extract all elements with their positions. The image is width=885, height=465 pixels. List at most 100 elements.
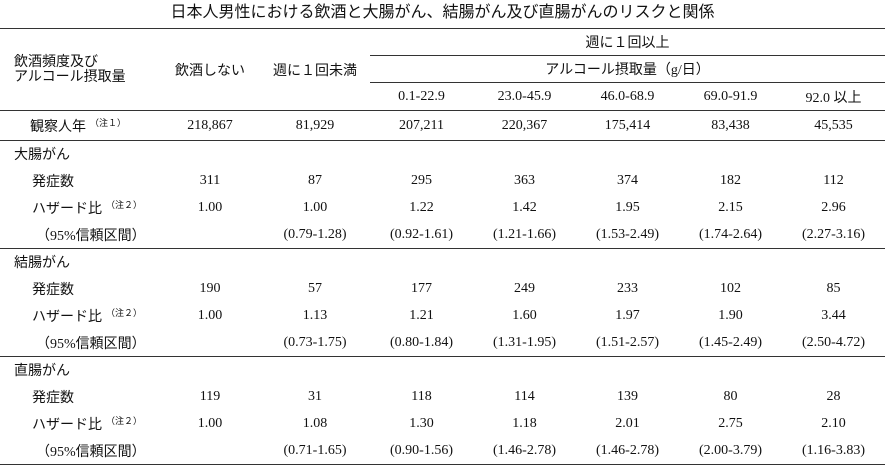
value-cell: 233 [617, 281, 638, 296]
value-cell: 182 [720, 173, 741, 188]
table-row: 観察人年 （注１） 218,867 81,929 207,211 220,367 175,4… [0, 110, 885, 141]
value-cell: (2.50-4.72) [802, 334, 865, 350]
value-cell: 1.00 [302, 200, 328, 215]
label-text: ハザード比 [32, 418, 102, 433]
label-text: 発症数 [32, 283, 74, 298]
value-cell: 190 [199, 281, 221, 296]
row-label: （95%信頼区間） [0, 222, 160, 249]
value-cell: (0.79-1.28) [283, 226, 347, 242]
value-cell: 139 [617, 389, 638, 404]
value-cell: (0.80-1.84) [390, 334, 453, 350]
value-cell: 1.00 [197, 416, 223, 431]
table-row: 0.1-22.9 23.0-45.9 46.0-68.9 69.0-91.9 92.0 … [0, 82, 885, 111]
value-cell: 1.97 [615, 308, 640, 323]
value-cell: 80 [723, 389, 738, 404]
value-cell: 1.18 [512, 416, 537, 431]
note: （注１） [90, 117, 127, 128]
table-row: 発症数 119 31 118 114 139 80 28 [0, 384, 885, 411]
label-text: 発症数 [32, 391, 74, 406]
value-cell: 119 [199, 389, 221, 404]
title: 日本人男性における飲酒と大腸がん、結腸がん及び直腸がんのリスクと関係 [170, 4, 715, 21]
value-cell: (0.71-1.65) [283, 442, 347, 458]
value-cell: (1.21-1.66) [493, 226, 556, 242]
value-cell: 114 [514, 389, 535, 404]
value-cell: (0.92-1.61) [390, 226, 453, 242]
value-cell: 295 [411, 173, 432, 188]
range-header: 46.0-68.9 [576, 82, 679, 111]
value-cell: (1.51-2.57) [596, 334, 659, 350]
section-name: 結腸がん [0, 248, 885, 276]
value-cell: 1.22 [409, 200, 434, 215]
section-name: 直腸がん [0, 356, 885, 384]
value-cell: 2.10 [821, 416, 846, 431]
row-label-header: 飲酒頻度及び アルコール摂取量 [0, 28, 160, 111]
row-label: ハザード比 （注２） [0, 411, 160, 438]
value-cell: 1.60 [512, 308, 537, 323]
value-cell: 45,535 [782, 110, 885, 141]
value-cell: 175,414 [576, 110, 679, 141]
value-cell: (1.74-2.64) [699, 226, 762, 242]
value-cell: 207,211 [370, 110, 473, 141]
value-cell: 28 [826, 389, 841, 404]
value-cell: 83,438 [679, 110, 782, 141]
table-row: アルコール摂取量（g/日） [0, 55, 885, 83]
label-text: （95%信頼区間） [36, 444, 146, 460]
value-cell: 220,367 [473, 110, 576, 141]
label-text: ハザード比 [32, 310, 102, 325]
row-label: ハザード比 （注２） [0, 303, 160, 330]
label-text: ハザード比 [32, 202, 102, 217]
note: （注２） [106, 200, 143, 210]
row-label: ハザード比 （注２） [0, 195, 160, 222]
value-cell: 31 [308, 389, 322, 404]
value-cell: (0.90-1.56) [390, 442, 453, 458]
table-row: 大腸がん [0, 141, 885, 168]
value-cell: (1.45-2.49) [699, 334, 762, 350]
section-name: 大腸がん [14, 148, 70, 164]
value-cell: (1.53-2.49) [596, 226, 659, 242]
row-label: 観察人年 （注１） [0, 110, 160, 141]
header-text: アルコール摂取量 [14, 69, 126, 85]
empty-cell [160, 222, 260, 249]
value-cell: (1.31-1.95) [493, 334, 556, 350]
column-header: 飲酒しない [160, 28, 260, 111]
range-header: 23.0-45.9 [473, 82, 576, 111]
range-header: 92.0 以上 [782, 82, 885, 111]
note: （注２） [106, 308, 143, 318]
value-cell: 118 [411, 389, 432, 404]
row-label: （95%信頼区間） [0, 330, 160, 357]
empty-cell [160, 330, 260, 357]
value-cell: 2.01 [615, 416, 640, 431]
table-row: （95%信頼区間） (0.73-1.75) (0.80-1.84) (1.31-1.9… [0, 330, 885, 357]
value-cell: 57 [308, 281, 322, 296]
header-text: 飲酒頻度及び [14, 54, 98, 70]
value-cell: 85 [826, 281, 841, 296]
value-cell: 112 [823, 173, 844, 188]
table-row: 結腸がん [0, 248, 885, 276]
value-cell: 1.00 [197, 308, 223, 323]
subgroup-header: アルコール摂取量（g/日） [370, 55, 885, 83]
value-cell: 2.75 [718, 416, 743, 431]
empty-cell [160, 438, 260, 465]
value-cell: 218,867 [160, 110, 260, 141]
value-cell: 81,929 [260, 110, 370, 141]
column-header: 週に１回未満 [260, 28, 370, 111]
value-cell: (0.73-1.75) [283, 334, 347, 350]
risk-table: 飲酒頻度及び アルコール摂取量 飲酒しない 週に１回未満 週に１回以上 アルコール摂取量（… [0, 28, 885, 465]
table-row: （95%信頼区間） (0.79-1.28) (0.92-1.61) (1.21-1.6… [0, 222, 885, 249]
value-cell: 1.30 [409, 416, 434, 431]
value-cell: 2.15 [718, 200, 743, 215]
value-cell: 1.90 [718, 308, 743, 323]
table-row: ハザード比 （注２） 1.00 1.00 1.22 1.42 1.95 2.15 2.96 [0, 195, 885, 222]
value-cell: 102 [720, 281, 741, 296]
label-text: （95%信頼区間） [36, 228, 146, 244]
value-cell: (1.16-3.83) [802, 442, 865, 458]
label-text: 発症数 [32, 175, 74, 190]
row-label: 発症数 [0, 168, 160, 195]
value-cell: 1.95 [615, 200, 640, 215]
value-cell: 1.42 [512, 200, 537, 215]
value-cell: 249 [514, 281, 535, 296]
table-row: ハザード比 （注２） 1.00 1.13 1.21 1.60 1.97 1.90 3.44 [0, 303, 885, 330]
row-label: 発症数 [0, 276, 160, 303]
table-row: 発症数 311 87 295 363 374 182 112 [0, 168, 885, 195]
